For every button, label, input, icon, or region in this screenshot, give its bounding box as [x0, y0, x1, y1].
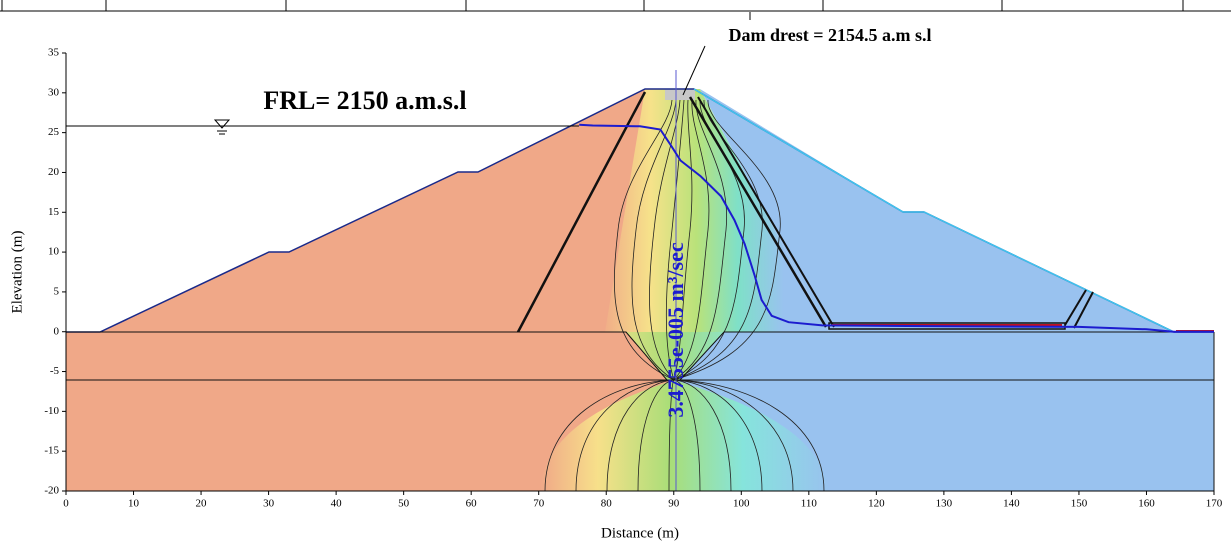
- x-tick-label: 140: [1003, 498, 1020, 510]
- x-tick-label: 120: [868, 498, 885, 510]
- x-tick-label: 50: [398, 498, 410, 510]
- y-tick-label: 20: [48, 166, 60, 178]
- x-tick-label: 70: [533, 498, 545, 510]
- y-tick-label: 10: [48, 246, 60, 258]
- crest-pointer: [683, 46, 705, 95]
- x-tick-label: 80: [601, 498, 613, 510]
- x-tick-label: 160: [1138, 498, 1155, 510]
- x-axis-label: Distance (m): [601, 525, 679, 541]
- x-tick-label: 130: [936, 498, 953, 510]
- y-tick-label: -15: [44, 445, 59, 457]
- foundation: [66, 332, 1214, 491]
- x-tick-label: 60: [466, 498, 478, 510]
- crest-label: Dam drest = 2154.5 a.m s.l: [729, 25, 932, 45]
- x-tick-label: 30: [263, 498, 275, 510]
- x-tick-label: 110: [801, 498, 818, 510]
- top-strip: [0, 0, 1231, 11]
- page: 0102030405060708090100110120130140150160…: [0, 0, 1231, 547]
- x-tick-label: 0: [63, 498, 69, 510]
- y-tick-label: 35: [48, 47, 60, 59]
- x-tick-label: 100: [733, 498, 750, 510]
- y-tick-label: -10: [44, 405, 59, 417]
- y-axis-label: Elevation (m): [9, 231, 25, 314]
- frl-label: FRL= 2150 a.m.s.l: [263, 86, 466, 115]
- y-tick-label: -20: [44, 485, 59, 497]
- x-tick-label: 90: [668, 498, 680, 510]
- x-tick-label: 10: [128, 498, 140, 510]
- y-tick-label: 25: [48, 126, 60, 138]
- y-tick-label: 30: [48, 86, 60, 98]
- x-tick-label: 150: [1071, 498, 1088, 510]
- flux-label: 3.4755e-005 m³/sec: [663, 242, 688, 417]
- y-tick-label: -5: [50, 365, 60, 377]
- chart: 0102030405060708090100110120130140150160…: [0, 0, 1231, 547]
- x-tick-label: 170: [1206, 498, 1223, 510]
- x-tick-label: 20: [196, 498, 208, 510]
- reservoir-level: [66, 120, 579, 134]
- y-tick-label: 0: [54, 325, 60, 337]
- y-tick-label: 15: [48, 206, 60, 218]
- y-tick-label: 5: [54, 285, 60, 297]
- x-tick-label: 40: [331, 498, 343, 510]
